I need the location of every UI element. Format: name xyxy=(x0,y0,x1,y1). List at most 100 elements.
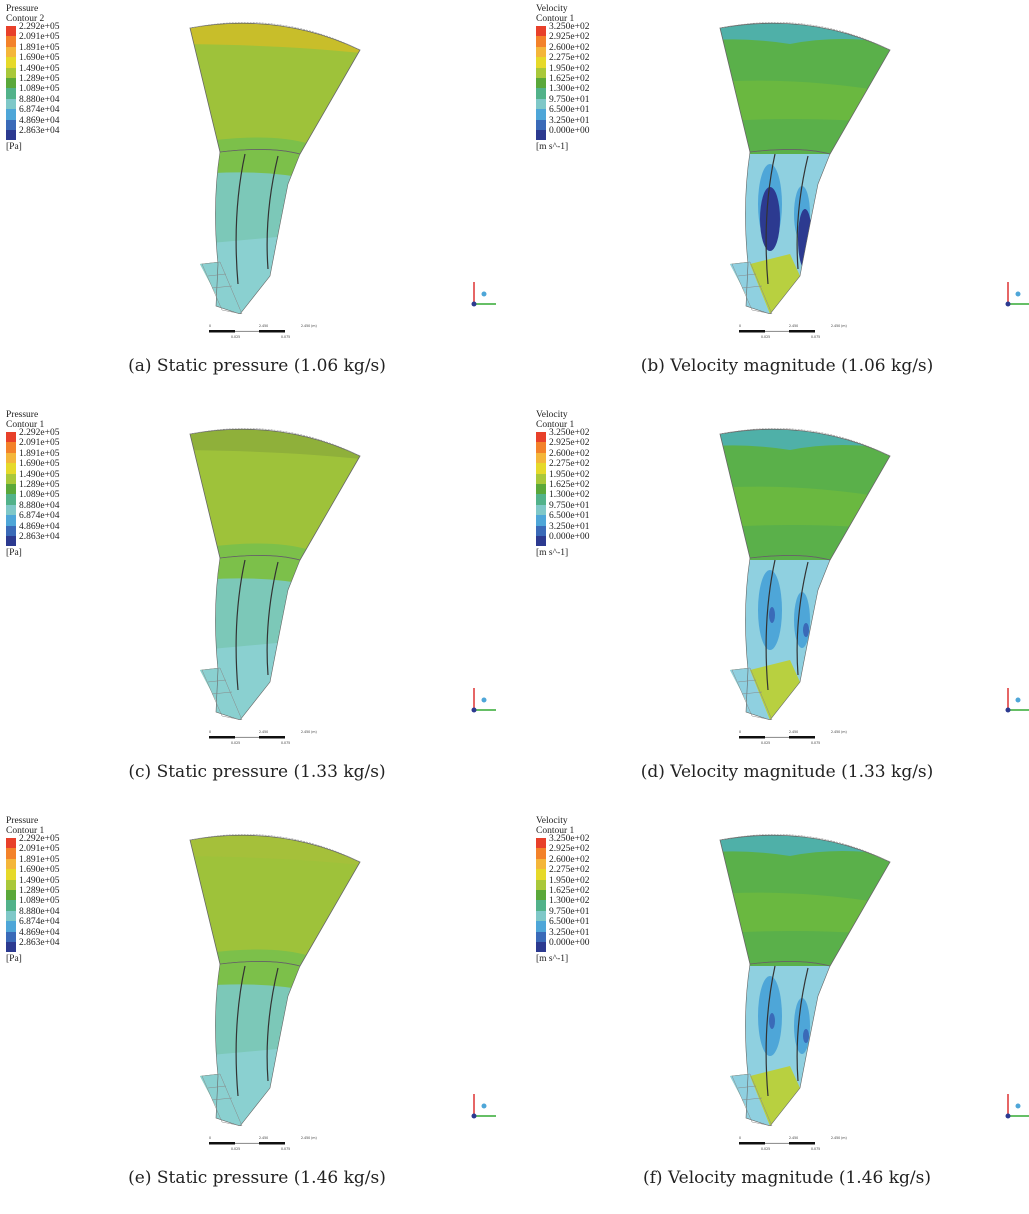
legend-swatch xyxy=(6,838,16,849)
legend-title: Pressure Contour 1 xyxy=(6,816,45,836)
legend-swatch xyxy=(536,535,546,547)
legend-level-label: 4.869e+04 xyxy=(19,521,60,532)
contour-field xyxy=(190,23,360,314)
legend-title: Pressure Contour 2 xyxy=(6,4,45,24)
legend-level-label: 6.874e+04 xyxy=(19,917,60,928)
panel-caption: (b) Velocity magnitude (1.06 kg/s) xyxy=(640,356,934,376)
scale-label: 0.025 xyxy=(761,335,770,339)
legend-unit: [m s^-1] xyxy=(536,548,569,559)
scale-label: 2.450 (m) xyxy=(301,730,317,734)
legend-swatch xyxy=(6,910,16,922)
legend-level-label: 3.250e+02 xyxy=(549,428,590,438)
legend-swatch xyxy=(536,483,546,495)
legend-swatch xyxy=(536,46,546,58)
scale-label: 0.075 xyxy=(281,335,290,339)
legend-swatch xyxy=(536,463,546,474)
legend-level-label: 1.891e+05 xyxy=(19,42,60,53)
legend-swatch xyxy=(6,67,16,78)
scale-label: 2.450 (m) xyxy=(831,730,847,734)
legend-level-label: 1.289e+05 xyxy=(19,479,60,490)
legend-level-label: 4.869e+04 xyxy=(19,927,60,938)
scale-label: 2.450 (m) xyxy=(831,324,847,328)
legend-level-label: 6.874e+04 xyxy=(19,105,60,116)
scale-label: 0 xyxy=(739,1136,741,1140)
legend-level-label: 6.500e+01 xyxy=(549,105,590,116)
panel-caption: (d) Velocity magnitude (1.33 kg/s) xyxy=(640,762,934,782)
color-legend: Pressure Contour 2 2.292e+05 2.091e+05 1.89… xyxy=(6,4,59,152)
color-legend: Velocity Contour 1 3.250e+02 2.925e+02 2.60… xyxy=(536,4,589,152)
legend-level-label: 1.300e+02 xyxy=(549,84,590,95)
legend-swatch xyxy=(6,525,16,536)
legend-swatch xyxy=(536,36,546,47)
legend-swatch xyxy=(536,442,546,453)
legend-swatch xyxy=(536,98,546,110)
legend-swatch xyxy=(536,869,546,880)
legend-swatch xyxy=(536,57,546,68)
panel-caption: (f) Velocity magnitude (1.46 kg/s) xyxy=(642,1168,931,1188)
legend-level-label: 1.089e+05 xyxy=(19,490,60,501)
legend-swatch xyxy=(536,77,546,89)
legend-swatch xyxy=(536,129,546,141)
legend-level-label: 2.863e+04 xyxy=(19,531,60,542)
contour-plot xyxy=(189,428,361,720)
legend-swatch xyxy=(536,525,546,536)
legend-level-label: 1.950e+02 xyxy=(549,469,590,480)
scale-label: 0.075 xyxy=(811,741,820,745)
legend-swatch xyxy=(6,879,16,890)
legend-swatch xyxy=(6,515,16,526)
legend-level-label: 9.750e+01 xyxy=(549,906,590,917)
legend-swatch xyxy=(536,119,546,130)
legend-swatch xyxy=(6,26,16,37)
legend-swatch xyxy=(536,848,546,859)
legend-level-label: 2.091e+05 xyxy=(19,32,60,43)
legend-level-label: 3.250e+01 xyxy=(549,115,590,126)
axis-triad-icon xyxy=(1005,1094,1029,1119)
legend-level-label: 1.490e+05 xyxy=(19,63,60,74)
panel-e: Pressure Contour 1 2.292e+05 2.091e+05 1.89… xyxy=(0,812,514,1214)
legend-swatch xyxy=(536,452,546,464)
scale-label: 2.450 xyxy=(259,730,268,734)
scale-label: 0.025 xyxy=(231,741,240,745)
scale-label: 0 xyxy=(209,324,211,328)
axis-triad-icon xyxy=(471,1094,496,1119)
scale-label: 0 xyxy=(209,730,211,734)
scale-label: 2.450 (m) xyxy=(301,324,317,328)
legend-swatch xyxy=(6,129,16,141)
legend-level-label: 1.490e+05 xyxy=(19,875,60,886)
legend-level-label: 1.089e+05 xyxy=(19,896,60,907)
legend-swatch xyxy=(536,879,546,890)
contour-plot xyxy=(719,834,891,1126)
legend-level-label: 1.690e+05 xyxy=(19,53,60,64)
legend-swatch xyxy=(536,26,546,37)
scale-label: 0 xyxy=(209,1136,211,1140)
legend-unit: [m s^-1] xyxy=(536,142,569,153)
axis-triad-icon xyxy=(1005,688,1029,713)
scale-label: 0.025 xyxy=(231,335,240,339)
scale-label: 0 xyxy=(739,730,741,734)
scale-label: 2.450 xyxy=(789,730,798,734)
contour-plot xyxy=(719,22,891,314)
scale-label: 0.075 xyxy=(281,1147,290,1151)
panel-b: Velocity Contour 1 3.250e+02 2.925e+02 2.60… xyxy=(530,0,1029,402)
legend-title: Velocity Contour 1 xyxy=(536,816,575,836)
legend-title: Velocity Contour 1 xyxy=(536,4,575,24)
legend-swatch xyxy=(6,848,16,859)
legend-level-label: 2.292e+05 xyxy=(19,428,60,438)
legend-swatch xyxy=(6,98,16,110)
color-legend: Pressure Contour 1 2.292e+05 2.091e+05 1.89… xyxy=(6,816,59,964)
legend-swatch xyxy=(6,473,16,484)
legend-swatch xyxy=(6,452,16,464)
legend-level-label: 1.625e+02 xyxy=(549,885,590,896)
axis-triad-icon xyxy=(1005,282,1029,307)
scale-label: 2.450 xyxy=(259,1136,268,1140)
scale-bar: 0 2.450 0.025 0.075 2.450 (m) xyxy=(739,730,847,745)
contour-plot xyxy=(719,428,891,720)
contour-plot xyxy=(189,834,361,1126)
scale-label: 2.450 (m) xyxy=(831,1136,847,1140)
legend-level-label: 9.750e+01 xyxy=(549,94,590,105)
scale-label: 0.025 xyxy=(761,741,770,745)
legend-level-label: 2.863e+04 xyxy=(19,125,60,136)
scale-label: 2.450 (m) xyxy=(301,1136,317,1140)
legend-swatch xyxy=(6,921,16,932)
legend-level-label: 1.950e+02 xyxy=(549,63,590,74)
